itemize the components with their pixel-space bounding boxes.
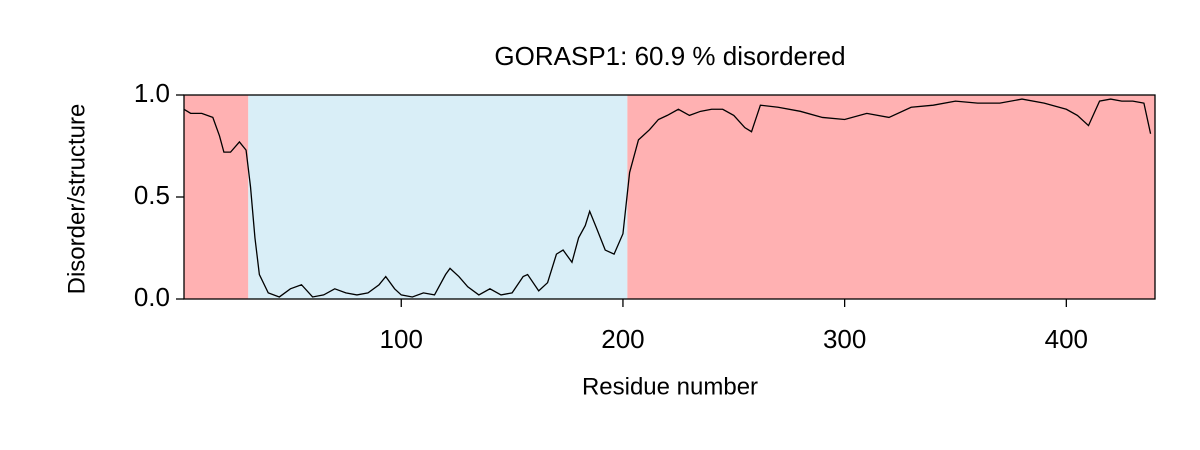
region: [184, 95, 249, 299]
y-tick-label: 0.5: [134, 180, 170, 210]
x-tick-label: 300: [823, 324, 866, 354]
y-axis-label: Disorder/structure: [63, 104, 90, 295]
y-tick-label: 0.0: [134, 282, 170, 312]
x-tick-label: 100: [380, 324, 423, 354]
disorder-line: [183, 98, 1152, 298]
x-tick-label: 400: [1045, 324, 1088, 354]
region: [627, 95, 1155, 299]
chart-title: GORASP1: 60.9 % disordered: [494, 41, 845, 71]
y-tick-label: 1.0: [134, 78, 170, 108]
x-axis-label: Residue number: [582, 373, 758, 400]
x-tick-label: 200: [601, 324, 644, 354]
region: [248, 95, 628, 299]
